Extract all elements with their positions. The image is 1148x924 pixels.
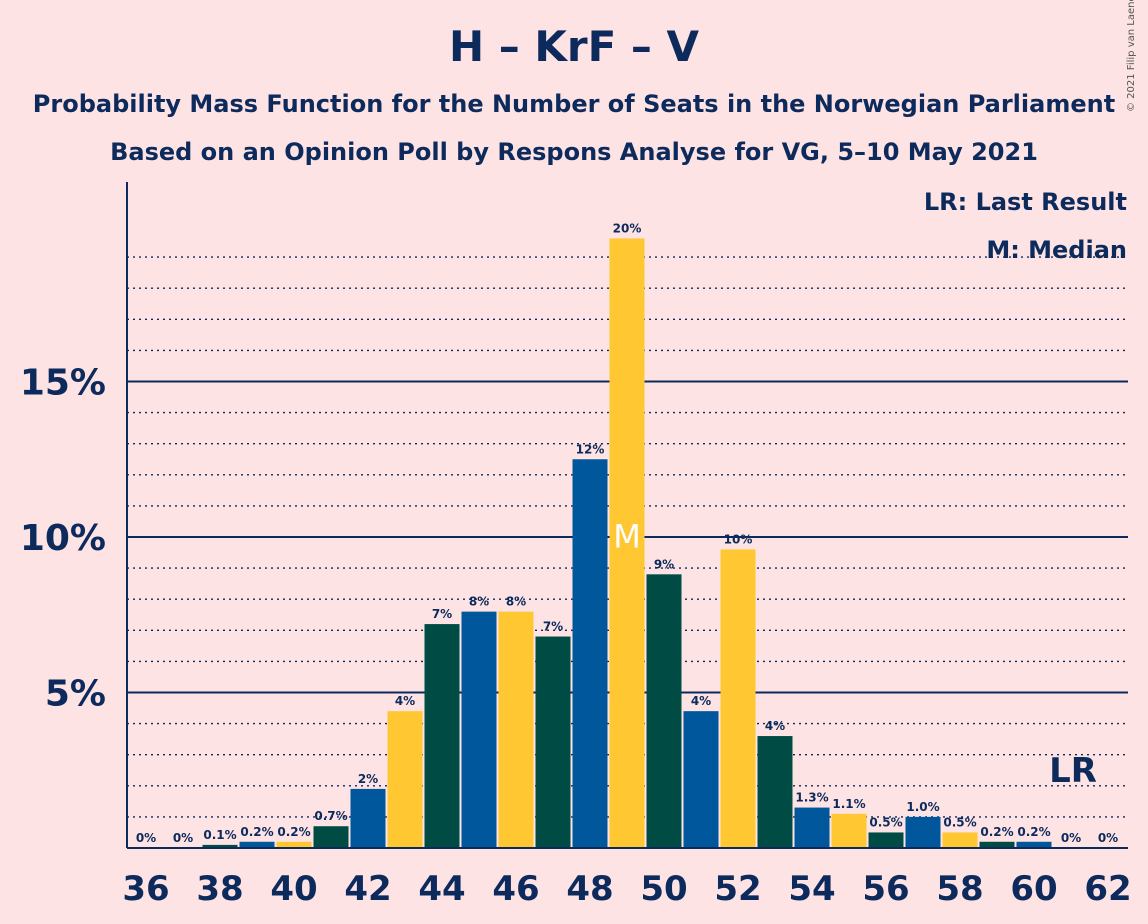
x-tick-label: 40 [270,869,317,909]
bar-seat-56 [868,832,904,848]
legend-median: M: Median [986,236,1127,264]
bar-value-label: 10% [724,532,753,546]
bar-value-label: 0.2% [277,825,310,839]
chart-subtitle-2: Based on an Opinion Poll by Respons Anal… [110,138,1038,166]
chart-title: H – KrF – V [448,22,700,71]
x-tick-label: 62 [1084,869,1131,909]
bar-value-label: 1.1% [832,797,865,811]
bar-seat-38 [202,844,238,848]
bar-seat-57 [905,816,941,848]
bar-seat-58 [942,832,978,848]
bar-seat-55 [831,813,867,848]
bar-value-label: 8% [506,595,526,609]
bar-seat-52 [720,549,756,848]
bar-value-label: 0.1% [203,828,236,842]
last-result-marker: LR [1049,751,1097,791]
bar-seat-53 [757,736,793,848]
x-tick-label: 48 [566,869,613,909]
x-tick-label: 58 [936,869,983,909]
bar-seat-40 [276,841,312,848]
bar-seat-43 [387,711,423,848]
bar-value-label: 4% [765,719,785,733]
x-tick-label: 46 [492,869,539,909]
x-tick-label: 52 [714,869,761,909]
bar-seat-50 [646,574,682,848]
y-tick-label: 10% [20,518,106,559]
bar-value-label: 7% [543,620,563,634]
bar-value-label: 20% [613,221,642,235]
bar-value-label: 4% [691,694,711,708]
bar-value-label: 0.7% [314,809,347,823]
x-tick-label: 38 [196,869,243,909]
x-tick-label: 36 [122,869,169,909]
x-tick-label: 50 [640,869,687,909]
bar-seat-59 [979,841,1015,848]
bar-seat-60 [1016,841,1052,848]
x-tick-label: 54 [788,869,835,909]
bar-seat-39 [239,841,275,848]
bar-seat-46 [498,611,534,848]
bar-seat-45 [461,611,497,848]
bar-value-label: 0.2% [1017,825,1050,839]
bar-value-label: 0.5% [943,815,976,829]
bar-value-label: 0.2% [240,825,273,839]
bar-value-label: 8% [469,595,489,609]
y-tick-label: 5% [45,674,106,715]
bar-value-label: 7% [432,607,452,621]
bar-value-label: 9% [654,557,674,571]
y-tick-label: 15% [20,363,106,404]
bar-value-label: 0% [1061,831,1081,845]
bar-value-label: 0% [136,831,156,845]
chart-subtitle-1: Probability Mass Function for the Number… [32,90,1116,118]
bar-value-label: 2% [358,772,378,786]
bar-seat-47 [535,636,571,848]
x-tick-label: 42 [344,869,391,909]
bar-seat-49 [609,238,645,848]
median-marker: M [613,517,641,555]
bar-value-label: 1.3% [795,791,828,805]
bar-value-label: 0.5% [869,815,902,829]
bar-value-label: 4% [395,694,415,708]
x-tick-label: 44 [418,869,465,909]
bar-value-label: 0.2% [980,825,1013,839]
bar-value-label: 12% [576,442,605,456]
bar-seat-44 [424,624,460,848]
bar-seat-41 [313,826,349,848]
bar-value-label: 1.0% [906,800,939,814]
x-tick-label: 56 [862,869,909,909]
legend-last-result: LR: Last Result [924,188,1127,216]
bar-seat-48 [572,459,608,848]
x-tick-label: 60 [1010,869,1057,909]
bar-seat-42 [350,788,386,848]
bar-value-label: 0% [1098,831,1118,845]
bar-value-label: 0% [173,831,193,845]
bar-seat-51 [683,711,719,848]
bar-seat-54 [794,807,830,848]
